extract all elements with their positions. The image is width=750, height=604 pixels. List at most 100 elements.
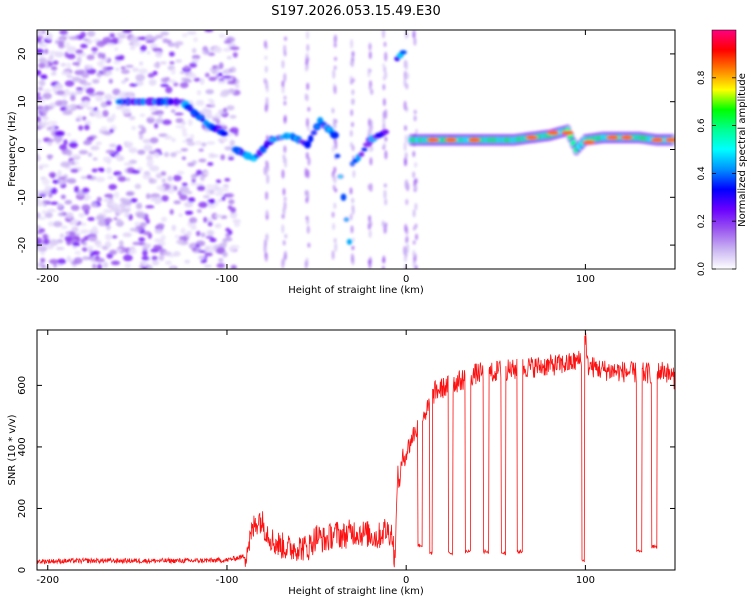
noise-blob [214, 191, 224, 197]
noise-blob [64, 88, 70, 96]
noise-blob [205, 89, 214, 95]
spectrogram-ylabel: Frequency (Hz) [7, 111, 18, 187]
noise-blob [234, 84, 240, 89]
noise-blob [223, 68, 231, 75]
noise-blob [196, 209, 202, 213]
x-tick-label: -200 [36, 575, 59, 586]
noise-blob [57, 212, 64, 217]
noise-blob [190, 182, 198, 186]
streak-blob [281, 59, 285, 69]
noise-blob [58, 176, 67, 180]
noise-blob [229, 46, 240, 51]
streak-blob [368, 259, 372, 269]
streak-blob [264, 252, 268, 262]
noise-blob [112, 96, 118, 100]
noise-blob [75, 49, 84, 54]
noise-blob [173, 200, 181, 205]
noise-blob [116, 144, 122, 152]
noise-blob [225, 193, 235, 198]
noise-blob [78, 150, 88, 155]
noise-blob [70, 204, 80, 211]
noise-blob [79, 229, 90, 234]
noise-blob [223, 47, 231, 52]
x-tick-label: 100 [576, 274, 595, 285]
streak-blob [415, 128, 418, 135]
noise-blob [42, 92, 52, 100]
y-tick-label: 400 [17, 437, 28, 456]
noise-blob [38, 44, 48, 48]
streak-blob [283, 145, 287, 153]
noise-blob [229, 66, 237, 73]
noise-blob [179, 194, 188, 201]
noise-blob [120, 66, 126, 70]
noise-blob [72, 242, 80, 247]
streak-blob [415, 233, 418, 241]
noise-blob [146, 159, 154, 165]
x-tick-label: 0 [403, 274, 409, 285]
noise-blob [128, 214, 133, 221]
streak-blob [265, 135, 269, 142]
streak-blob [368, 230, 372, 238]
noise-blob [148, 79, 157, 86]
noise-blob [226, 105, 235, 111]
noise-blob [189, 62, 198, 68]
noise-blob [138, 213, 145, 219]
y-tick-label: 20 [17, 48, 28, 61]
streak-blob [381, 265, 385, 269]
noise-blob [80, 31, 86, 38]
noise-blob [126, 93, 134, 98]
y-tick-label: 10 [17, 95, 28, 108]
noise-blob [126, 141, 134, 147]
streak-blob [333, 85, 337, 95]
noise-blob [85, 87, 95, 95]
noise-blob [91, 226, 98, 233]
noise-blob [82, 256, 90, 261]
carrier-hotspot [583, 140, 595, 145]
noise-blob [37, 142, 41, 147]
noise-blob [70, 161, 76, 165]
noise-blob [115, 105, 123, 110]
noise-blob [137, 149, 146, 155]
noise-blob [111, 37, 119, 42]
noise-blob [50, 125, 55, 132]
noise-blob [106, 43, 115, 47]
feature-blob [361, 147, 368, 152]
noise-blob [209, 237, 217, 243]
streak-blob [382, 110, 386, 120]
noise-blob [181, 182, 188, 187]
feature-blob [330, 131, 339, 139]
noise-blob [160, 234, 166, 241]
streak-blob [384, 150, 388, 160]
noise-blob [184, 210, 194, 215]
noise-blob [171, 224, 177, 231]
noise-blob [226, 56, 233, 60]
noise-blob [111, 113, 116, 120]
noise-blob [125, 191, 134, 196]
noise-blob [155, 50, 163, 58]
streak-blob [332, 69, 336, 79]
noise-blob [84, 124, 90, 131]
noise-blob [142, 261, 148, 267]
noise-blob [169, 61, 175, 65]
noise-blob [151, 47, 162, 51]
streak-blob [382, 83, 386, 91]
noise-blob [59, 30, 68, 36]
streak-blob [382, 63, 386, 68]
noise-blob [50, 72, 57, 76]
noise-blob [198, 250, 207, 253]
streak-blob [405, 179, 409, 190]
noise-blob [165, 86, 173, 94]
noise-blob [115, 67, 120, 72]
streak-blob [304, 260, 308, 269]
feature-core [335, 154, 340, 158]
streak-blob [333, 65, 337, 70]
noise-blob [38, 62, 46, 69]
noise-blob [163, 151, 170, 158]
noise-blob [69, 230, 76, 238]
streak-blob [281, 169, 285, 179]
noise-blob [145, 34, 154, 42]
noise-blob [56, 246, 65, 251]
noise-blob [59, 233, 65, 238]
noise-blob [73, 257, 83, 265]
streak-blob [412, 260, 416, 269]
